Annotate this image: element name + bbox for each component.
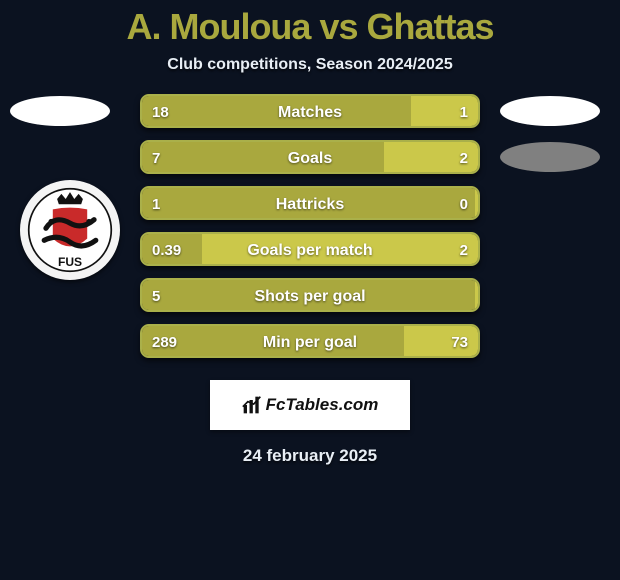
- stat-row: Goals72: [0, 138, 620, 184]
- stat-value-left: 7: [152, 142, 160, 174]
- club-crest: FUS: [20, 180, 120, 280]
- stat-value-right: 2: [460, 234, 468, 266]
- stat-value-right: 0: [460, 188, 468, 220]
- stat-bar-left: [142, 96, 411, 126]
- stat-value-right: 2: [460, 142, 468, 174]
- stat-bar: Goals per match0.392: [140, 232, 480, 266]
- stat-bar: Hattricks10: [140, 186, 480, 220]
- branding-badge: FcTables.com: [210, 380, 410, 430]
- page-title: A. Mouloua vs Ghattas: [0, 6, 620, 48]
- player-badge-right: [500, 96, 600, 126]
- page-subtitle: Club competitions, Season 2024/2025: [0, 56, 620, 74]
- stat-bar-right: [475, 188, 478, 218]
- stat-value-right: 1: [460, 96, 468, 128]
- stat-value-left: 1: [152, 188, 160, 220]
- chart-icon: [242, 395, 262, 415]
- stat-bar-left: [142, 326, 404, 356]
- stat-value-left: 289: [152, 326, 177, 358]
- stat-bar: Min per goal28973: [140, 324, 480, 358]
- svg-text:FUS: FUS: [58, 255, 82, 269]
- stat-value-left: 5: [152, 280, 160, 312]
- stat-bar-right: [475, 280, 478, 310]
- stat-bar-right: [202, 234, 478, 264]
- footer-date: 24 february 2025: [0, 446, 620, 466]
- stat-bar-left: [142, 188, 475, 218]
- player-badge-left: [10, 96, 110, 126]
- stat-value-right: 73: [451, 326, 468, 358]
- stat-bar: Matches181: [140, 94, 480, 128]
- stat-value-left: 0.39: [152, 234, 181, 266]
- stat-bar-left: [142, 142, 384, 172]
- stat-bar: Shots per goal5: [140, 278, 480, 312]
- stat-bar-left: [142, 280, 475, 310]
- branding-text: FcTables.com: [266, 395, 379, 415]
- stat-row: Matches181: [0, 92, 620, 138]
- stat-value-left: 18: [152, 96, 169, 128]
- stat-row: Min per goal28973: [0, 322, 620, 368]
- stat-row: Shots per goal5: [0, 276, 620, 322]
- stat-bar: Goals72: [140, 140, 480, 174]
- player-badge-right: [500, 142, 600, 172]
